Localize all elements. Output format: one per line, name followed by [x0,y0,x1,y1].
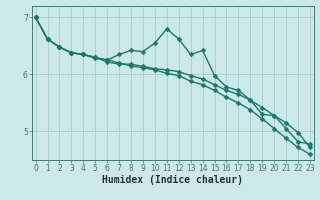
X-axis label: Humidex (Indice chaleur): Humidex (Indice chaleur) [102,175,243,185]
